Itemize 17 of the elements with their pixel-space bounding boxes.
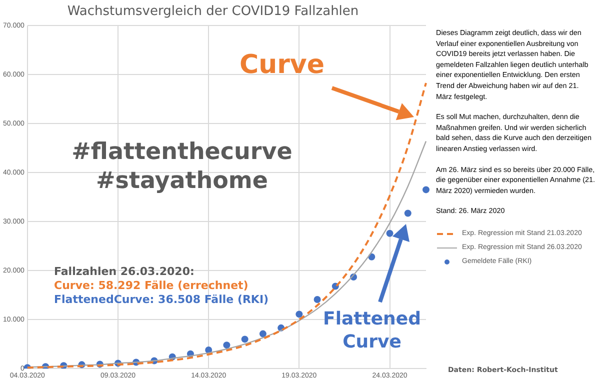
point xyxy=(314,296,321,304)
point xyxy=(404,210,412,217)
point xyxy=(223,342,230,349)
annotation: #flattenthecurve xyxy=(72,138,292,165)
annotation: #stayathome xyxy=(96,168,268,194)
point xyxy=(296,310,303,318)
annotation: Curve xyxy=(240,50,324,80)
point xyxy=(259,330,266,338)
annotation: Curve: 58.292 Fälle (errechnet) xyxy=(54,278,248,292)
annotation: Curve xyxy=(342,332,402,353)
point xyxy=(386,230,394,237)
annotation: FlattenedCurve: 36.508 Fälle (RKI) xyxy=(54,292,269,306)
point xyxy=(422,186,430,194)
chart-title: Wachstumsvergleich der COVID19 Fallzahlen xyxy=(67,4,359,20)
annotation: Flattened xyxy=(323,308,421,330)
point xyxy=(241,336,248,343)
annotation: Fallzahlen 26.03.2020: xyxy=(54,264,194,278)
